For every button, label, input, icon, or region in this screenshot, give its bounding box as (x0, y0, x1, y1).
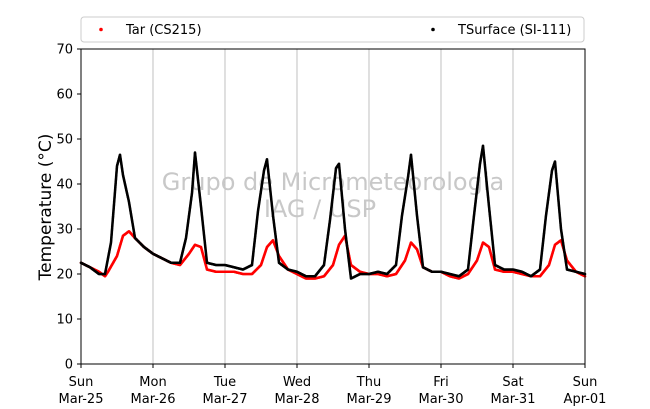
y-tick-label: 60 (56, 88, 73, 103)
x-tick-label-day: Wed (283, 375, 311, 390)
x-tick-label-date: Mar-26 (131, 392, 176, 407)
legend-marker-tsurface (431, 27, 435, 32)
x-tick-label-day: Mon (139, 375, 166, 390)
y-axis-label: Temperature (°C) (36, 134, 56, 282)
y-tick-label: 30 (56, 223, 73, 238)
x-tick-label-day: Tue (213, 375, 236, 390)
plot-frame (80, 48, 586, 365)
legend-marker-tar (99, 27, 103, 32)
y-tick-label: 50 (56, 133, 73, 148)
x-tick-label-day: Thu (356, 375, 381, 390)
x-tick-label-date: Mar-25 (59, 392, 104, 407)
y-tick-label: 40 (56, 178, 73, 193)
x-tick-label-date: Mar-30 (419, 392, 464, 407)
legend: Tar (CS215) TSurface (SI-111) (80, 16, 585, 43)
x-tick-label-date: Mar-28 (275, 392, 320, 407)
x-tick-label-day: Sat (502, 375, 523, 390)
y-tick-label: 10 (56, 313, 73, 328)
series-tsurface (79, 144, 587, 280)
x-axis-ticks: Sun Mar-25 Mon Mar-26 Tue Mar-27 Wed Mar-28 Thu M… (59, 364, 607, 407)
x-tick-label-date: Mar-31 (491, 392, 536, 407)
watermark-line-2: IAG / USP (264, 195, 376, 223)
x-tick-label-date: Apr-01 (564, 392, 607, 407)
x-tick-label-day: Sun (69, 375, 94, 390)
legend-label-tsurface: TSurface (SI-111) (457, 23, 571, 38)
data-points (79, 144, 587, 280)
legend-label-tar: Tar (CS215) (125, 23, 202, 38)
y-tick-label: 0 (65, 358, 73, 373)
x-tick-label-date: Mar-27 (203, 392, 248, 407)
x-tick-label-date: Mar-29 (347, 392, 392, 407)
y-axis-ticks: 0 10 20 30 40 50 60 70 (56, 43, 81, 373)
x-tick-label-day: Sun (573, 375, 598, 390)
watermark: Grupo de Micrometeorologia IAG / USP (162, 168, 504, 223)
grid-lines (152, 49, 514, 364)
x-tick-label-day: Fri (433, 375, 449, 390)
legend-frame (80, 16, 585, 43)
y-tick-label: 20 (56, 268, 73, 283)
y-tick-label: 70 (56, 43, 73, 58)
